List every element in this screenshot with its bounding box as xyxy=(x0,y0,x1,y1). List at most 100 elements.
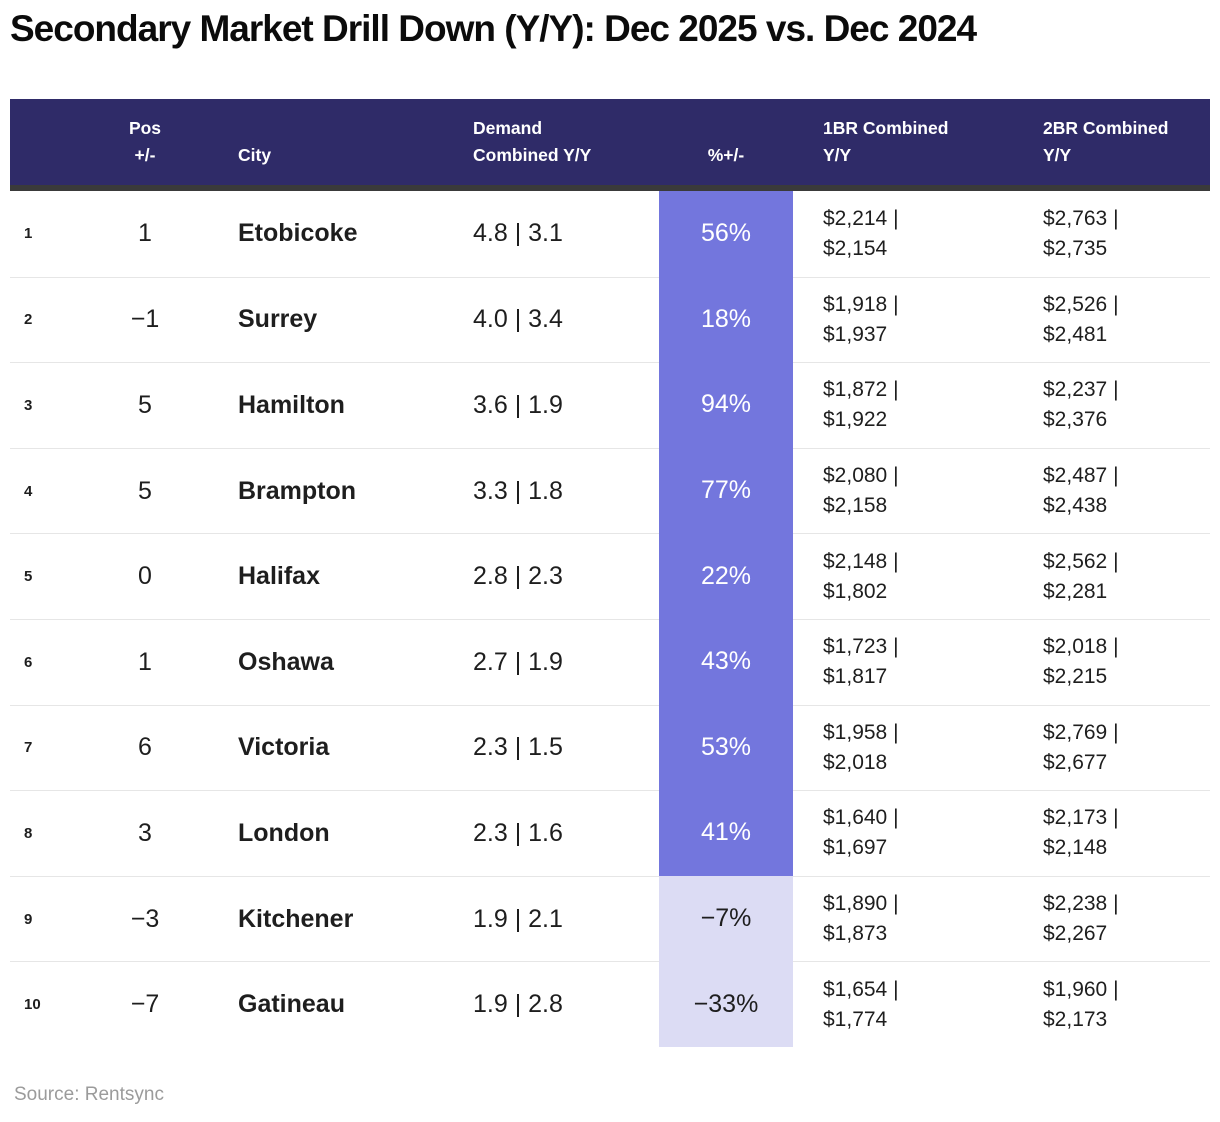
pos-change-cell: 5 xyxy=(95,362,195,448)
rank-cell: 2 xyxy=(10,276,95,363)
header-pos-change: Pos +/- xyxy=(95,99,195,185)
demand-cell: 4.0 | 3.4 xyxy=(463,276,659,363)
source-attribution: Source: Rentsync xyxy=(14,1084,164,1105)
one-br-cell: $2,214 | $2,154 xyxy=(823,206,899,260)
pos-change-cell: 1 xyxy=(138,219,152,248)
header-divider xyxy=(10,185,1210,191)
city-cell: Halifax xyxy=(195,533,463,619)
table-row-surrey: 2 −1 Surrey 4.0 | 3.4 18% $1,918 | $1,937… xyxy=(10,276,1210,363)
header-pos-line2: +/- xyxy=(134,145,156,165)
pos-change-cell: 6 xyxy=(95,704,195,791)
pct-change-cell: −7% xyxy=(659,875,793,962)
header-demand-line2: Combined Y/Y xyxy=(473,145,592,165)
demand-cell: 2.3 | 1.6 xyxy=(463,790,659,876)
pct-change-cell: 56% xyxy=(659,191,793,277)
demand-cell: 2.8 | 2.3 xyxy=(463,533,659,619)
rank-cell: 4 xyxy=(10,447,95,534)
table-header-row: Pos +/- City Demand Combined Y/Y %+/- 1B… xyxy=(10,99,1210,185)
pct-change-cell: −33% xyxy=(659,961,793,1047)
header-demand-line1: Demand xyxy=(473,118,543,138)
pct-change-cell: 18% xyxy=(659,276,793,363)
header-demand: Demand Combined Y/Y xyxy=(463,99,659,185)
demand-cell: 1.9 | 2.8 xyxy=(463,961,659,1047)
pos-change-cell: 3 xyxy=(95,790,195,876)
city-cell: Victoria xyxy=(195,704,463,791)
two-br-cell: $2,018 | $2,215 xyxy=(1013,618,1210,705)
header-2br-line1: 2BR Combined xyxy=(1043,118,1169,138)
pos-change-cell: 1 xyxy=(95,618,195,705)
rank-cell: 9 xyxy=(10,875,95,962)
two-br-cell: $2,237 | $2,376 xyxy=(1013,362,1210,448)
pos-change-cell: −1 xyxy=(95,276,195,363)
rank-cell: 10 xyxy=(10,961,95,1047)
header-2br: 2BR Combined Y/Y xyxy=(1013,99,1210,185)
one-br-cell: $2,148 | $1,802 xyxy=(793,533,1013,619)
two-br-cell: $2,526 | $2,481 xyxy=(1013,276,1210,363)
city-cell: Hamilton xyxy=(195,362,463,448)
city-cell: Kitchener xyxy=(195,875,463,962)
table-row-london: 8 3 London 2.3 | 1.6 41% $1,640 | $1,697 … xyxy=(10,790,1210,876)
table-body: 1 1 Etobicoke 4.8 | 3.1 56% $2,214 | $2,1… xyxy=(10,191,1210,1047)
table-row-halifax: 5 0 Halifax 2.8 | 2.3 22% $2,148 | $1,802… xyxy=(10,533,1210,619)
table-row-hamilton: 3 5 Hamilton 3.6 | 1.9 94% $1,872 | $1,92… xyxy=(10,362,1210,448)
rank-cell: 7 xyxy=(10,704,95,791)
pct-change-cell: 77% xyxy=(659,447,793,534)
header-2br-line2: Y/Y xyxy=(1043,145,1072,165)
pct-change-cell: 53% xyxy=(659,704,793,791)
two-br-cell: $1,960 | $2,173 xyxy=(1013,961,1210,1047)
city-cell: Etobicoke xyxy=(238,219,358,248)
rank-cell: 8 xyxy=(10,790,95,876)
pos-change-cell: −3 xyxy=(95,875,195,962)
table-row-oshawa: 6 1 Oshawa 2.7 | 1.9 43% $1,723 | $1,817 … xyxy=(10,618,1210,705)
pos-change-cell: −7 xyxy=(95,961,195,1047)
pos-change-cell: 5 xyxy=(95,447,195,534)
pct-change-cell: 41% xyxy=(659,790,793,876)
header-1br: 1BR Combined Y/Y xyxy=(793,99,1013,185)
pct-change-cell: 43% xyxy=(659,618,793,705)
one-br-cell: $1,640 | $1,697 xyxy=(793,790,1013,876)
page-title: Secondary Market Drill Down (Y/Y): Dec 2… xyxy=(10,8,977,49)
header-1br-line2: Y/Y xyxy=(823,145,852,165)
table-row-victoria: 7 6 Victoria 2.3 | 1.5 53% $1,958 | $2,01… xyxy=(10,704,1210,791)
table-row-gatineau: 10 −7 Gatineau 1.9 | 2.8 −33% $1,654 | $1… xyxy=(10,961,1210,1047)
one-br-cell: $1,654 | $1,774 xyxy=(793,961,1013,1047)
one-br-cell: $1,958 | $2,018 xyxy=(793,704,1013,791)
demand-cell: 1.9 | 2.1 xyxy=(463,875,659,962)
city-cell: Oshawa xyxy=(195,618,463,705)
two-br-cell: $2,763 | $2,735 xyxy=(1043,206,1119,260)
one-br-cell: $1,918 | $1,937 xyxy=(793,276,1013,363)
pct-change-cell: 22% xyxy=(659,533,793,619)
two-br-cell: $2,238 | $2,267 xyxy=(1013,875,1210,962)
pos-change-cell: 0 xyxy=(95,533,195,619)
rank-cell: 1 xyxy=(24,225,33,243)
one-br-cell: $1,890 | $1,873 xyxy=(793,875,1013,962)
demand-cell: 3.6 | 1.9 xyxy=(463,362,659,448)
header-1br-line1: 1BR Combined xyxy=(823,118,949,138)
rank-cell: 5 xyxy=(10,533,95,619)
two-br-cell: $2,769 | $2,677 xyxy=(1013,704,1210,791)
city-cell: London xyxy=(195,790,463,876)
demand-cell: 2.3 | 1.5 xyxy=(463,704,659,791)
header-rank xyxy=(10,99,95,185)
demand-cell: 2.7 | 1.9 xyxy=(463,618,659,705)
city-cell: Brampton xyxy=(195,447,463,534)
header-city: City xyxy=(238,145,272,165)
rank-cell: 3 xyxy=(10,362,95,448)
city-cell: Gatineau xyxy=(195,961,463,1047)
pct-change-cell: 94% xyxy=(659,362,793,448)
one-br-cell: $2,080 | $2,158 xyxy=(793,447,1013,534)
table-row-etobicoke: 1 1 Etobicoke 4.8 | 3.1 56% $2,214 | $2,1… xyxy=(10,191,1210,277)
two-br-cell: $2,487 | $2,438 xyxy=(1013,447,1210,534)
drilldown-table: Pos +/- City Demand Combined Y/Y %+/- 1B… xyxy=(10,99,1210,1047)
city-cell: Surrey xyxy=(195,276,463,363)
two-br-cell: $2,173 | $2,148 xyxy=(1013,790,1210,876)
table-row-kitchener: 9 −3 Kitchener 1.9 | 2.1 −7% $1,890 | $1,… xyxy=(10,875,1210,962)
rank-cell: 6 xyxy=(10,618,95,705)
table-row-brampton: 4 5 Brampton 3.3 | 1.8 77% $2,080 | $2,15… xyxy=(10,447,1210,534)
demand-cell: 3.3 | 1.8 xyxy=(463,447,659,534)
demand-cell: 4.8 | 3.1 xyxy=(473,219,563,248)
header-pct-change: %+/- xyxy=(707,145,745,165)
two-br-cell: $2,562 | $2,281 xyxy=(1013,533,1210,619)
header-pos-line1: Pos xyxy=(128,118,162,138)
